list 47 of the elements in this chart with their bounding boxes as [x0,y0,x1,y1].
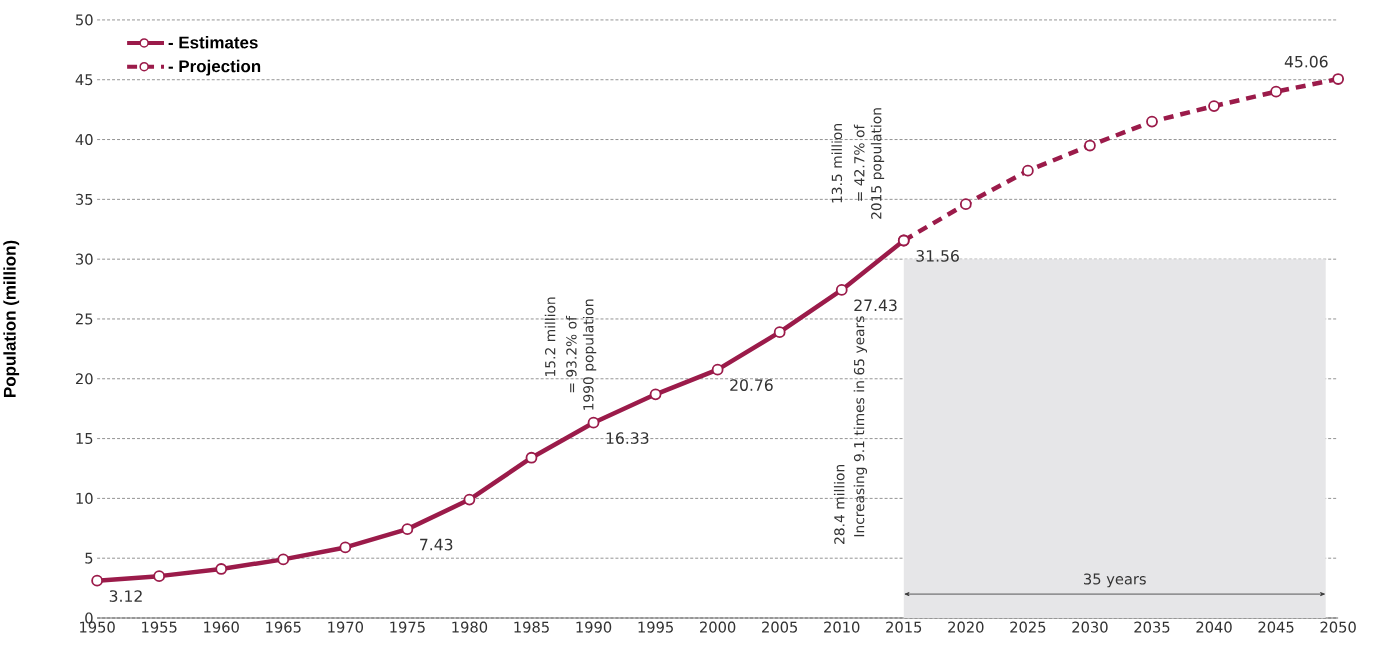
x-tick-label: 2005 [762,621,798,633]
data-label: 27.43 [854,299,897,312]
y-tick-label: 50 [76,14,93,26]
x-tick-label: 2035 [1134,621,1170,633]
data-label: 45.06 [1284,55,1328,68]
y-tick-label: 30 [76,253,93,265]
data-label: 20.76 [730,379,773,392]
x-tick-label: 1960 [204,621,239,633]
y-tick-label: 20 [75,373,93,385]
x-tick-label: 2040 [1196,621,1232,633]
annotation: 15.2 million [544,297,556,376]
band-label: 35 years [1084,573,1146,588]
x-tick-label: 2020 [948,621,984,633]
y-tick-label: 10 [76,492,93,504]
y-axis-title: Population (million) [3,240,20,397]
y-tick-label: 25 [75,313,93,325]
x-tick-label: 1970 [328,621,363,633]
x-tick-label: 2010 [824,621,860,633]
legend-label: - Estimates [168,36,258,49]
x-tick-label: 2000 [700,621,736,633]
x-tick-label: 1990 [576,621,612,633]
x-tick-label: 1985 [514,621,549,633]
x-tick-label: 2015 [886,621,922,633]
x-tick-label: 2025 [1010,621,1046,633]
x-tick-label: 1980 [452,621,488,633]
y-tick-label: 15 [76,433,93,445]
x-tick-label: 1975 [390,621,425,633]
x-tick-label: 1955 [142,621,177,633]
x-tick-label: 2050 [1320,621,1356,633]
x-tick-label: 2045 [1258,621,1294,633]
annotation: 13.5 million [831,124,843,203]
x-tick-label: 1965 [266,621,301,633]
data-label: 7.43 [420,538,453,551]
data-label: 16.33 [606,432,649,445]
data-label: 31.56 [916,250,959,262]
annotation: 28.4 million [833,465,845,544]
y-tick-label: 40 [75,134,93,146]
y-tick-label: 5 [85,552,93,564]
x-tick-label: 1995 [638,621,673,633]
annotation: = 93.2% of 1990 population [565,299,597,410]
x-tick-label: 2030 [1072,621,1108,633]
data-label: 3.12 [109,590,142,603]
legend-label: - Projection [168,59,261,76]
annotation: Increasing 9.1 times in 65 years [853,316,868,537]
annotation: = 42.7% of 2015 population [853,108,885,219]
y-tick-label: 35 [76,193,93,205]
y-tick-label: 45 [75,74,93,86]
